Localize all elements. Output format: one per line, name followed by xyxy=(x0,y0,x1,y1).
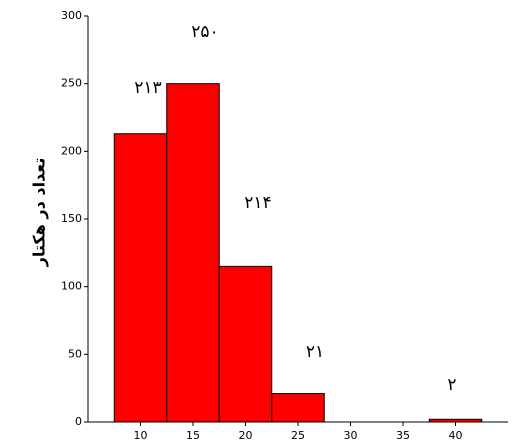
x-tick-label: 20 xyxy=(239,429,253,441)
x-tick-label: 10 xyxy=(134,429,148,441)
x-tick-label: 40 xyxy=(449,429,463,441)
annotation: ۲۱۳ xyxy=(134,78,161,98)
y-tick-label: 100 xyxy=(61,280,82,293)
y-tick-label: 300 xyxy=(61,9,82,22)
bar xyxy=(218,265,273,423)
bar xyxy=(113,133,168,423)
annotation: ۲۱۴ xyxy=(244,193,271,213)
bar xyxy=(271,393,325,423)
x-tick-label: 15 xyxy=(186,429,200,441)
x-tick-label: 25 xyxy=(291,429,305,441)
x-tick-label: 30 xyxy=(344,429,358,441)
y-tick-label: 0 xyxy=(75,415,82,428)
bar xyxy=(166,83,220,423)
y-tick-label: 200 xyxy=(61,144,82,157)
annotation: ۲۵۰ xyxy=(191,22,218,42)
y-tick-label: 150 xyxy=(61,212,82,225)
y-axis-label: تعداد در هکتار xyxy=(30,158,49,268)
annotation: ۲۱ xyxy=(306,342,324,362)
x-tick-label: 35 xyxy=(396,429,410,441)
annotation: ۲ xyxy=(447,375,456,395)
y-tick-label: 250 xyxy=(61,77,82,90)
y-tick-label: 50 xyxy=(68,347,82,360)
